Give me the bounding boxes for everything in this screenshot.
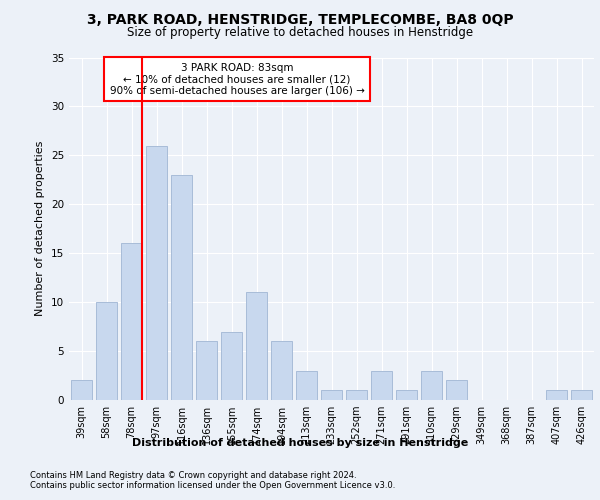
Text: Contains public sector information licensed under the Open Government Licence v3: Contains public sector information licen… bbox=[30, 481, 395, 490]
Bar bbox=[96, 302, 117, 400]
Bar bbox=[546, 390, 567, 400]
Bar bbox=[371, 370, 392, 400]
Text: Contains HM Land Registry data © Crown copyright and database right 2024.: Contains HM Land Registry data © Crown c… bbox=[30, 471, 356, 480]
Bar bbox=[71, 380, 92, 400]
Text: Distribution of detached houses by size in Henstridge: Distribution of detached houses by size … bbox=[132, 438, 468, 448]
Bar bbox=[396, 390, 417, 400]
Text: Size of property relative to detached houses in Henstridge: Size of property relative to detached ho… bbox=[127, 26, 473, 39]
Text: 3, PARK ROAD, HENSTRIDGE, TEMPLECOMBE, BA8 0QP: 3, PARK ROAD, HENSTRIDGE, TEMPLECOMBE, B… bbox=[86, 12, 514, 26]
Bar bbox=[346, 390, 367, 400]
Bar bbox=[421, 370, 442, 400]
Bar bbox=[221, 332, 242, 400]
Bar bbox=[246, 292, 267, 400]
Bar bbox=[446, 380, 467, 400]
Bar bbox=[196, 342, 217, 400]
Bar bbox=[271, 342, 292, 400]
Bar bbox=[296, 370, 317, 400]
Bar bbox=[171, 175, 192, 400]
Bar bbox=[121, 244, 142, 400]
Bar bbox=[321, 390, 342, 400]
Y-axis label: Number of detached properties: Number of detached properties bbox=[35, 141, 46, 316]
Bar bbox=[146, 146, 167, 400]
Text: 3 PARK ROAD: 83sqm
← 10% of detached houses are smaller (12)
90% of semi-detache: 3 PARK ROAD: 83sqm ← 10% of detached hou… bbox=[110, 62, 364, 96]
Bar bbox=[571, 390, 592, 400]
